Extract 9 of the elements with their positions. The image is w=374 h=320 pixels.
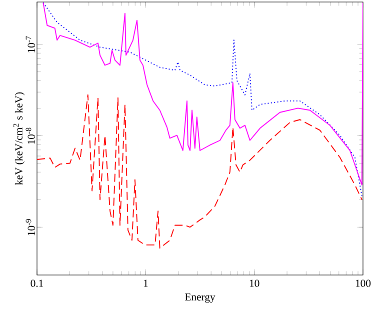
y-tick-label: 10$^{-7}$	[26, 36, 35, 52]
x-tick-label: 0.1	[30, 280, 44, 287]
y-axis-title: keV (keV/cm$^{2}$ s keV)	[13, 92, 25, 185]
x-tick-label: 100	[356, 280, 371, 287]
x-tick-label: 1	[144, 280, 148, 287]
y-tick-label: 10$^{-8}$	[26, 128, 35, 144]
x-tick-label: 10	[250, 280, 260, 287]
x-axis-title: Energy	[185, 293, 216, 303]
y-tick-label: 10$^{-9}$	[26, 219, 35, 236]
